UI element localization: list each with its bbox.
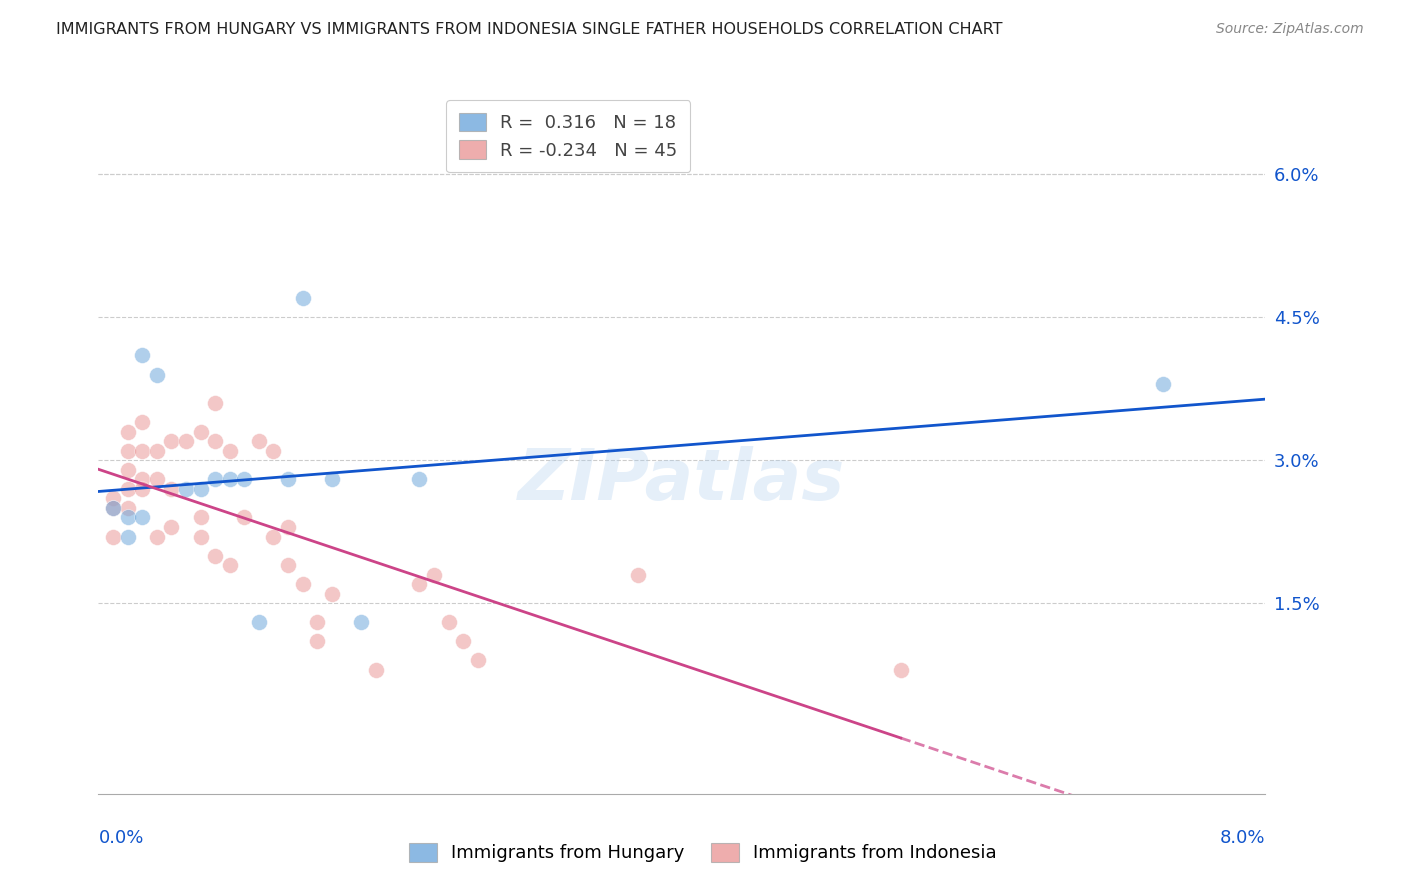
Point — [190, 482, 212, 496]
Point — [101, 491, 124, 506]
Text: ZIPatlas: ZIPatlas — [519, 446, 845, 516]
Point — [467, 653, 489, 667]
Point — [131, 348, 153, 362]
Point — [233, 472, 256, 486]
Point — [277, 472, 299, 486]
Point — [204, 472, 226, 486]
Point — [174, 482, 197, 496]
Point — [262, 530, 284, 544]
Point — [321, 587, 343, 601]
Text: 0.0%: 0.0% — [98, 829, 143, 847]
Point — [160, 520, 183, 534]
Point — [190, 510, 212, 524]
Point — [408, 577, 430, 591]
Point — [451, 634, 474, 648]
Point — [117, 510, 139, 524]
Point — [218, 558, 240, 573]
Point — [262, 443, 284, 458]
Point — [117, 482, 139, 496]
Point — [146, 368, 169, 382]
Point — [277, 520, 299, 534]
Point — [350, 615, 373, 630]
Point — [160, 482, 183, 496]
Point — [291, 577, 314, 591]
Point — [131, 482, 153, 496]
Text: 8.0%: 8.0% — [1220, 829, 1265, 847]
Point — [627, 567, 650, 582]
Point — [321, 472, 343, 486]
Point — [117, 425, 139, 439]
Point — [117, 500, 139, 515]
Legend: Immigrants from Hungary, Immigrants from Indonesia: Immigrants from Hungary, Immigrants from… — [402, 836, 1004, 870]
Text: Source: ZipAtlas.com: Source: ZipAtlas.com — [1216, 22, 1364, 37]
Point — [146, 530, 169, 544]
Point — [364, 663, 387, 677]
Point — [101, 500, 124, 515]
Point — [1152, 377, 1174, 392]
Point — [101, 530, 124, 544]
Point — [131, 443, 153, 458]
Point — [247, 434, 270, 449]
Point — [408, 472, 430, 486]
Point — [160, 434, 183, 449]
Point — [218, 443, 240, 458]
Point — [218, 472, 240, 486]
Point — [233, 510, 256, 524]
Point — [291, 291, 314, 305]
Point — [117, 463, 139, 477]
Point — [204, 434, 226, 449]
Point — [131, 415, 153, 429]
Text: IMMIGRANTS FROM HUNGARY VS IMMIGRANTS FROM INDONESIA SINGLE FATHER HOUSEHOLDS CO: IMMIGRANTS FROM HUNGARY VS IMMIGRANTS FR… — [56, 22, 1002, 37]
Point — [117, 530, 139, 544]
Point — [174, 434, 197, 449]
Point — [247, 615, 270, 630]
Point — [423, 567, 446, 582]
Point — [307, 615, 329, 630]
Point — [117, 443, 139, 458]
Point — [890, 663, 912, 677]
Legend: R =  0.316   N = 18, R = -0.234   N = 45: R = 0.316 N = 18, R = -0.234 N = 45 — [446, 100, 690, 172]
Point — [204, 396, 226, 410]
Point — [131, 510, 153, 524]
Point — [277, 558, 299, 573]
Point — [190, 530, 212, 544]
Point — [146, 443, 169, 458]
Point — [146, 472, 169, 486]
Point — [437, 615, 460, 630]
Point — [307, 634, 329, 648]
Point — [131, 472, 153, 486]
Point — [101, 500, 124, 515]
Point — [190, 425, 212, 439]
Point — [204, 549, 226, 563]
